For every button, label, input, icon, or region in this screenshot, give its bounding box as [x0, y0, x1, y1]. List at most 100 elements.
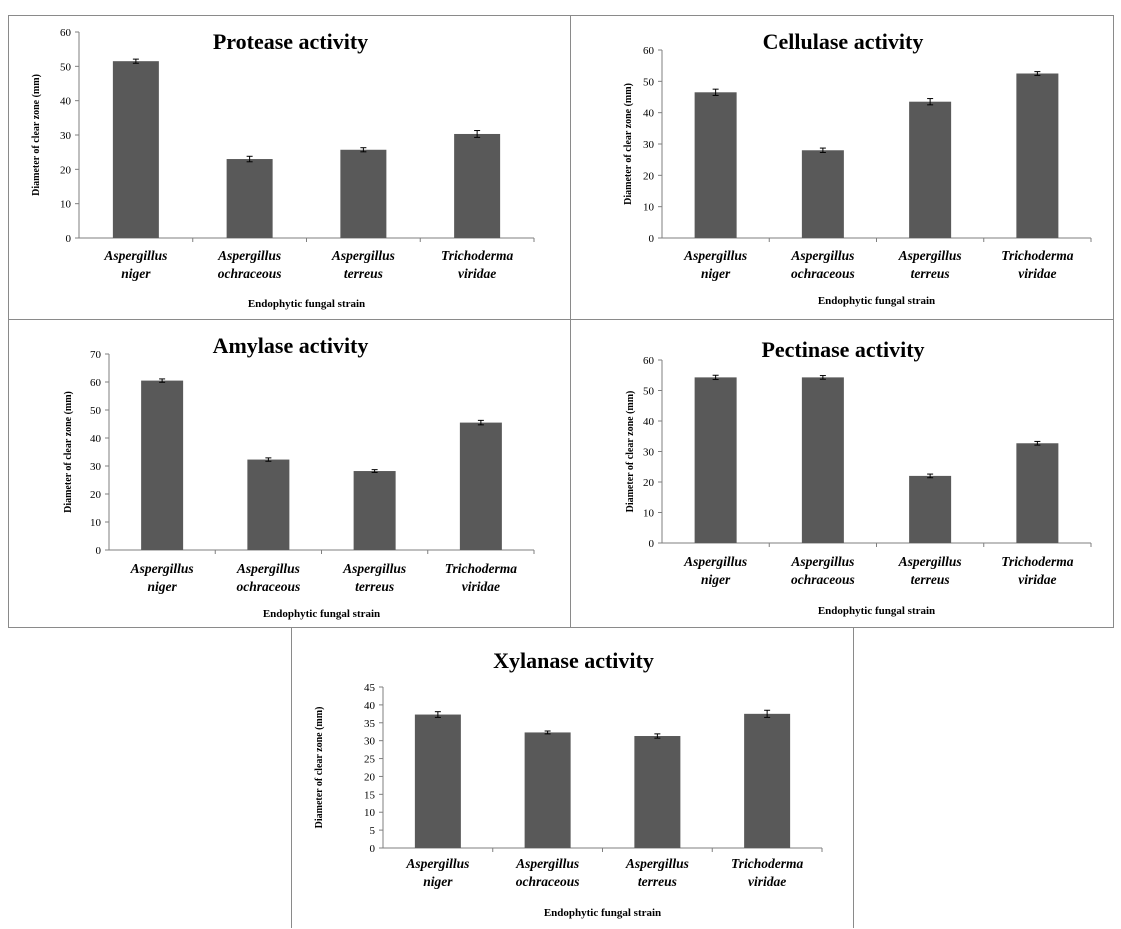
y-tick-label: 35 [364, 718, 376, 730]
y-tick-label: 60 [643, 355, 655, 367]
chart-title: Xylanase activity [493, 648, 654, 673]
category-label-species: niger [701, 266, 731, 281]
x-axis-label: Endophytic fungal strain [818, 295, 935, 307]
category-label-species: viridae [462, 579, 500, 594]
bar [454, 133, 501, 238]
category-label-genus: Aspergillus [342, 561, 406, 576]
category-label-genus: Aspergillus [625, 856, 689, 871]
category-label-genus: Aspergillus [130, 561, 194, 576]
category-label-genus: Aspergillus [898, 554, 962, 569]
category-label-genus: Trichoderma [445, 561, 517, 576]
category-label-species: niger [701, 572, 731, 587]
bar [112, 61, 159, 238]
y-tick-label: 70 [90, 349, 102, 361]
y-axis-label: Diameter of clear zone (mm) [623, 83, 634, 205]
y-tick-label: 10 [643, 508, 655, 520]
y-tick-label: 15 [364, 789, 376, 801]
bar [744, 713, 791, 848]
category-label-species: viridae [1018, 266, 1056, 281]
category-label-species: niger [423, 874, 453, 889]
y-tick-label: 40 [643, 108, 655, 120]
category-label-species: terreus [911, 266, 950, 281]
xylanase-chart: Xylanase activity 0 5 10 15 20 25 30 35 40 45 Asper… [314, 648, 823, 919]
category-label-genus: Aspergillus [331, 248, 395, 263]
y-tick-label: 0 [649, 538, 655, 550]
category-label-genus: Aspergillus [217, 248, 281, 263]
chart-panel-protease: Protease activity 0 10 20 30 40 50 60 Aspergillu… [8, 15, 571, 320]
bar [909, 101, 952, 238]
bar [524, 732, 571, 848]
bar [247, 459, 290, 550]
category-label-species: viridae [1018, 572, 1056, 587]
y-tick-label: 20 [90, 489, 102, 501]
amylase-chart: Amylase activity 0 10 20 30 40 50 60 70 Aspergill… [63, 333, 535, 620]
category-label-genus: Aspergillus [683, 554, 747, 569]
y-tick-label: 0 [370, 843, 376, 855]
category-label-genus: Aspergillus [898, 248, 962, 263]
y-tick-label: 60 [90, 377, 102, 389]
bar [909, 475, 952, 543]
bar [801, 377, 844, 543]
y-tick-label: 0 [649, 233, 655, 245]
x-axis-label: Endophytic fungal strain [818, 605, 935, 617]
category-label-genus: Trichoderma [441, 248, 513, 263]
y-tick-label: 20 [643, 477, 655, 489]
bar [694, 377, 737, 543]
category-label-species: viridae [748, 874, 786, 889]
bar [226, 159, 273, 238]
y-tick-label: 10 [643, 202, 655, 214]
category-label-species: ochraceous [237, 579, 301, 594]
chart-title: Pectinase activity [761, 337, 924, 362]
category-label-genus: Trichoderma [731, 856, 803, 871]
chart-title: Cellulase activity [763, 29, 924, 54]
y-axis-label: Diameter of clear zone (mm) [31, 74, 42, 196]
y-tick-label: 10 [364, 807, 376, 819]
bar [141, 380, 184, 550]
y-axis-label: Diameter of clear zone (mm) [63, 391, 74, 513]
bar [353, 471, 396, 550]
protease-chart: Protease activity 0 10 20 30 40 50 60 Aspergillu… [31, 27, 535, 310]
y-tick-label: 40 [90, 433, 102, 445]
y-tick-label: 40 [60, 96, 72, 108]
category-label-genus: Aspergillus [515, 856, 579, 871]
y-tick-label: 50 [643, 76, 655, 88]
y-tick-label: 20 [60, 164, 72, 176]
y-tick-label: 60 [60, 27, 72, 39]
y-tick-label: 5 [370, 825, 376, 837]
bar [414, 714, 461, 848]
y-tick-label: 40 [643, 416, 655, 428]
y-tick-label: 50 [643, 386, 655, 398]
bar [634, 736, 681, 848]
y-tick-label: 20 [364, 771, 376, 783]
category-label-genus: Aspergillus [790, 248, 854, 263]
y-tick-label: 0 [96, 545, 102, 557]
pectinase-chart: Pectinase activity 0 10 20 30 40 50 60 Aspergill… [625, 337, 1092, 617]
x-axis-label: Endophytic fungal strain [263, 608, 380, 620]
y-tick-label: 50 [60, 61, 72, 73]
y-tick-label: 30 [90, 461, 102, 473]
category-label-species: ochraceous [218, 266, 282, 281]
bar [694, 92, 737, 238]
category-label-species: viridae [458, 266, 496, 281]
category-label-genus: Aspergillus [790, 554, 854, 569]
y-axis-label: Diameter of clear zone (mm) [314, 707, 325, 829]
chart-title: Protease activity [213, 29, 368, 54]
y-tick-label: 30 [643, 447, 655, 459]
category-label-genus: Aspergillus [683, 248, 747, 263]
chart-panel-amylase: Amylase activity 0 10 20 30 40 50 60 70 Aspergill… [8, 319, 571, 628]
y-tick-label: 30 [643, 139, 655, 151]
y-tick-label: 10 [90, 517, 102, 529]
y-tick-label: 20 [643, 170, 655, 182]
category-label-genus: Trichoderma [1001, 554, 1073, 569]
y-tick-label: 30 [364, 736, 376, 748]
category-label-species: ochraceous [791, 266, 855, 281]
category-label-species: ochraceous [516, 874, 580, 889]
y-tick-label: 10 [60, 199, 72, 211]
y-tick-label: 30 [60, 130, 72, 142]
bar [801, 150, 844, 238]
category-label-genus: Aspergillus [405, 856, 469, 871]
category-label-species: ochraceous [791, 572, 855, 587]
category-label-genus: Aspergillus [236, 561, 300, 576]
x-axis-label: Endophytic fungal strain [248, 298, 365, 310]
category-label-species: niger [121, 266, 151, 281]
